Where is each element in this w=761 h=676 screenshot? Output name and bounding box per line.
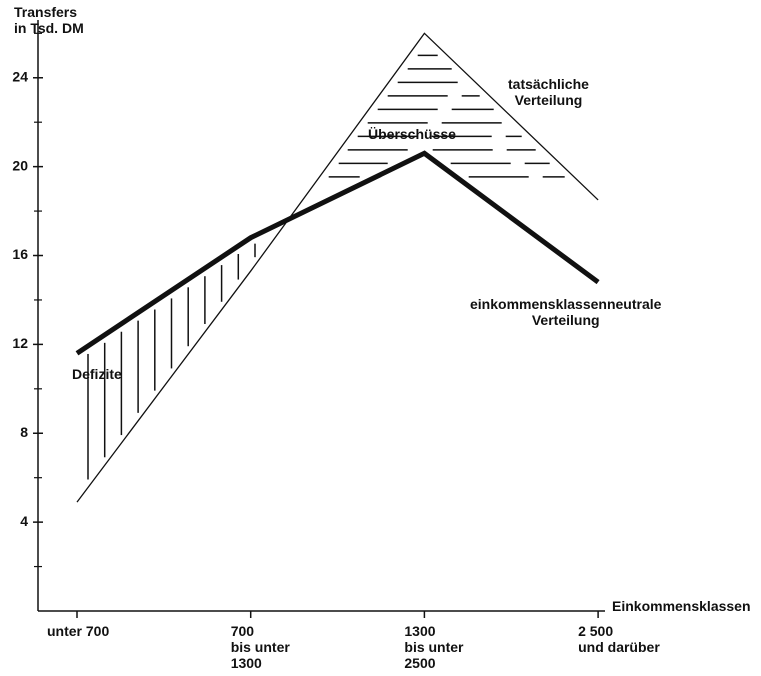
y-axis-title: Transfers in Tsd. DM <box>14 4 84 36</box>
series-label: einkommensklassenneutrale Verteilung <box>470 296 662 328</box>
annotation: Überschüsse <box>368 126 456 142</box>
x-tick-label: 1300 bis unter 2500 <box>404 623 464 671</box>
x-tick-label: 2 500 und darüber <box>578 623 660 655</box>
x-tick-label: 700 bis unter 1300 <box>230 623 290 671</box>
y-tick-label: 20 <box>12 157 28 173</box>
y-tick-label: 24 <box>12 68 28 84</box>
y-tick-label: 4 <box>20 513 28 529</box>
series-label: tatsächliche Verteilung <box>508 76 589 108</box>
y-tick-label: 12 <box>12 335 28 351</box>
series-line <box>75 150 600 356</box>
annotation: Defizite <box>72 366 122 382</box>
x-axis-title: Einkommensklassen <box>612 598 751 614</box>
y-tick-label: 8 <box>20 424 28 440</box>
series-line <box>76 32 599 503</box>
y-tick-label: 16 <box>12 246 28 262</box>
x-tick-label: unter 700 <box>47 623 110 639</box>
